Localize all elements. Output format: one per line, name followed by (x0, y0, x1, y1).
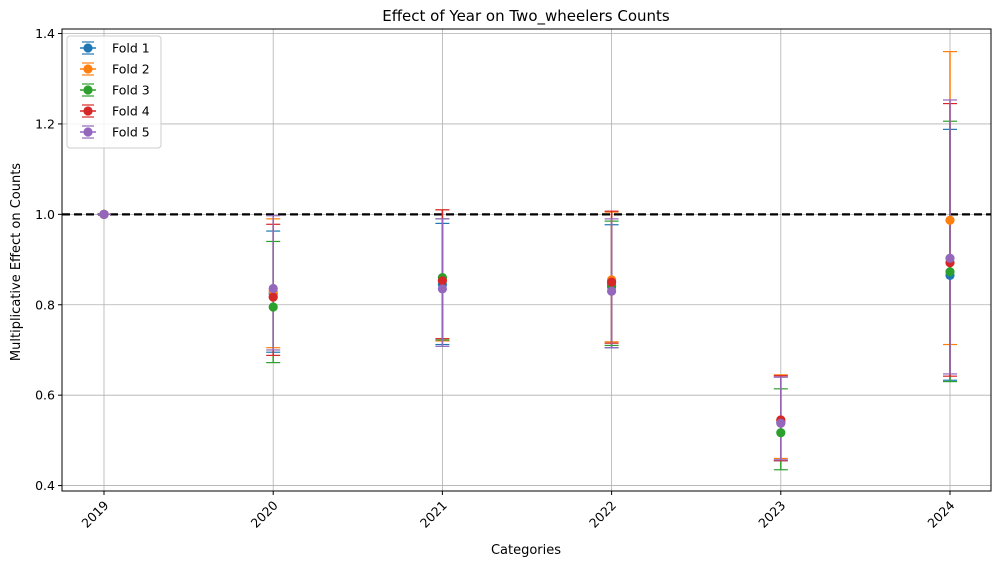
legend-label: Fold 3 (112, 83, 150, 98)
y-tick-label: 1.0 (35, 207, 55, 222)
data-point (268, 283, 278, 294)
legend-label: Fold 2 (112, 62, 150, 77)
y-tick-label: 0.8 (35, 297, 55, 312)
y-tick-label: 0.4 (35, 478, 55, 493)
data-point (945, 215, 955, 225)
points-layer (99, 209, 955, 438)
y-axis-label: Multiplicative Effect on Counts (9, 163, 24, 361)
x-tick-label: 2024 (924, 498, 957, 531)
y-tick-label: 0.6 (35, 388, 55, 403)
y-ticks: 0.4 0.6 0.8 1.0 1.2 1.4 (35, 26, 62, 493)
x-tick-label: 2022 (586, 498, 619, 531)
x-tick-label: 2020 (248, 498, 281, 531)
plot-frame (61, 28, 992, 492)
x-tick-label: 2019 (78, 498, 111, 531)
legend-marker (83, 85, 93, 95)
legend: Fold 1 Fold 2 Fold 3 Fold 4 Fold 5 (66, 35, 162, 149)
x-ticks: 2019 2020 2021 2022 2023 2024 (78, 491, 958, 531)
data-point (607, 286, 617, 296)
data-point (268, 292, 278, 302)
y-tick-label: 1.2 (35, 116, 55, 131)
legend-items: Fold 1 Fold 2 Fold 3 Fold 4 Fold 5 (80, 41, 150, 140)
grid-lines (62, 29, 991, 491)
data-point (607, 277, 617, 287)
legend-marker (83, 43, 93, 53)
data-point (945, 267, 955, 277)
x-tick-label: 2021 (417, 498, 450, 531)
legend-marker (83, 127, 93, 137)
legend-marker (83, 106, 93, 116)
data-point (945, 253, 955, 263)
legend-box (66, 35, 162, 149)
error-bars-layer (97, 51, 957, 471)
legend-label: Fold 4 (112, 104, 150, 119)
data-point (268, 302, 278, 312)
x-tick-label: 2023 (755, 498, 788, 531)
legend-marker (83, 64, 93, 74)
data-point (99, 209, 109, 219)
data-point (776, 418, 786, 428)
data-point (437, 276, 447, 286)
y-tick-label: 1.4 (35, 26, 55, 41)
legend-label: Fold 5 (112, 125, 150, 140)
x-axis-label: Categories (491, 543, 561, 558)
data-point (776, 428, 786, 438)
data-point (437, 284, 447, 294)
chart-title: Effect of Year on Two_wheelers Counts (382, 7, 670, 26)
legend-label: Fold 1 (112, 41, 150, 56)
